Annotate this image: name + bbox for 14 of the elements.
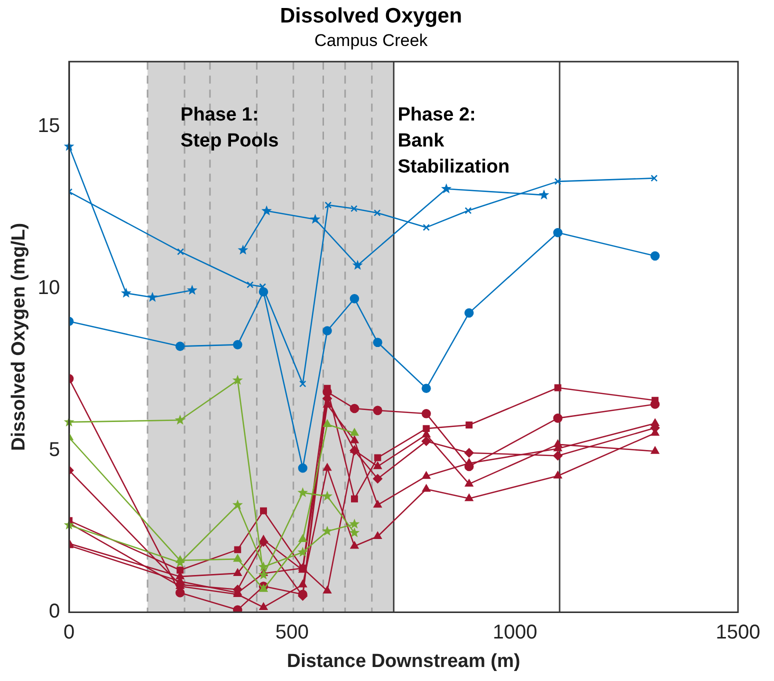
y-tick-label: 5 xyxy=(48,438,60,461)
y-tick-label: 10 xyxy=(38,276,60,299)
band-label: Phase 1: Step Pools xyxy=(180,104,279,152)
ref-line-label: Phase 2: Bank Stabilization xyxy=(398,104,510,178)
y-axis-title: Dissolved Oxygen (mg/L) xyxy=(8,222,30,451)
x-axis-title: Distance Downstream (m) xyxy=(286,650,520,672)
y-tick-label: 15 xyxy=(38,114,60,137)
y-tick-label: 0 xyxy=(48,600,60,623)
x-tick-label: 1000 xyxy=(492,622,538,644)
chart-title: Dissolved Oxygen xyxy=(280,4,462,28)
x-tick-label: 0 xyxy=(63,622,75,644)
x-tick-label: 1500 xyxy=(716,622,760,644)
chart-subtitle: Campus Creek xyxy=(314,31,428,50)
x-tick-label: 500 xyxy=(275,622,309,644)
